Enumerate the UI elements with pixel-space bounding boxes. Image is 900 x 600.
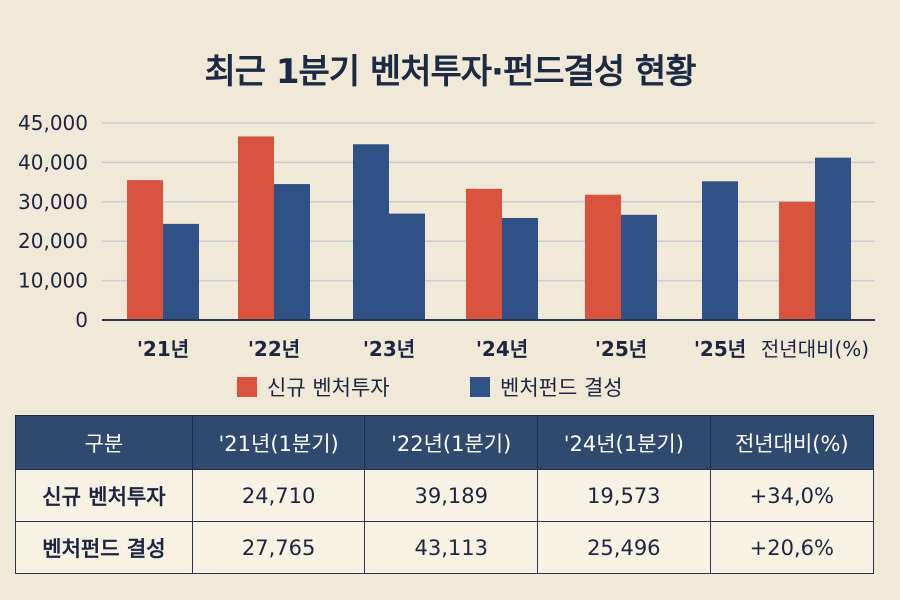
x-tick-label: '25년 (694, 337, 746, 361)
data-table: 구분 '21년(1분기) '22년(1분기) '24년(1분기) 전년대비(%)… (15, 415, 875, 574)
bar (389, 213, 425, 320)
x-tick-label: '22년 (248, 337, 300, 361)
table-header-row: 구분 '21년(1분기) '22년(1분기) '24년(1분기) 전년대비(%) (15, 415, 875, 470)
y-tick-label: 20,000 (18, 229, 88, 253)
x-tick-label: '21년 (137, 337, 189, 361)
y-tick-label: 40,000 (18, 150, 88, 174)
y-tick-label: 30,000 (18, 190, 88, 214)
bar (466, 188, 502, 320)
bar (779, 201, 815, 320)
table-header: '21년(1분기) (191, 415, 366, 470)
legend-item-fund-formation: 벤처펀드 결성 (470, 372, 623, 402)
x-tick-label: 전년대비(%) (761, 337, 869, 361)
bar (621, 214, 657, 320)
bar-chart: 0 10,000 20,000 30,000 40,000 45,000 '21년 '22년 '… (18, 111, 875, 361)
table-header: 구분 (15, 415, 193, 470)
x-tick-label: '25년 (595, 337, 647, 361)
bar (815, 157, 851, 320)
legend-swatch-blue (470, 377, 490, 397)
bar (238, 136, 274, 320)
legend-swatch-red (237, 377, 257, 397)
row-label: 벤처펀드 결성 (15, 521, 193, 574)
bar (163, 223, 199, 320)
legend-label: 벤처펀드 결성 (500, 376, 623, 400)
table-cell: 43,113 (364, 521, 539, 574)
table-row: 신규 벤처투자 24,710 39,189 19,573 +34,0% (15, 469, 875, 522)
table-header: 전년대비(%) (709, 415, 875, 470)
bar (274, 184, 310, 320)
table-cell: 25,496 (537, 521, 711, 574)
legend-item-new-investment: 신규 벤처투자 (237, 372, 390, 402)
table-header: '22년(1분기) (364, 415, 539, 470)
table-cell: +34,0% (709, 469, 875, 522)
bar (502, 217, 538, 320)
table-cell: +20,6% (709, 521, 875, 574)
table-cell: 24,710 (191, 469, 366, 522)
table-header: '24년(1분기) (537, 415, 711, 470)
y-tick-label: 10,000 (18, 269, 88, 293)
x-tick-label: '24년 (476, 337, 528, 361)
legend-label: 신규 벤처투자 (267, 376, 390, 400)
table-row: 벤처펀드 결성 27,765 43,113 25,496 +20,6% (15, 521, 875, 574)
chart-title: 최근 1분기 벤처투자·펀드결성 현황 (204, 52, 696, 92)
y-tick-label: 45,000 (18, 111, 88, 135)
bar (702, 181, 738, 320)
table-cell: 39,189 (364, 469, 539, 522)
x-tick-label: '23년 (363, 337, 415, 361)
row-label: 신규 벤처투자 (15, 469, 193, 522)
table-cell: 27,765 (191, 521, 366, 574)
bar (585, 194, 621, 320)
table-cell: 19,573 (537, 469, 711, 522)
y-tick-label: 0 (75, 308, 88, 332)
bar (127, 180, 163, 320)
bar (353, 144, 389, 320)
